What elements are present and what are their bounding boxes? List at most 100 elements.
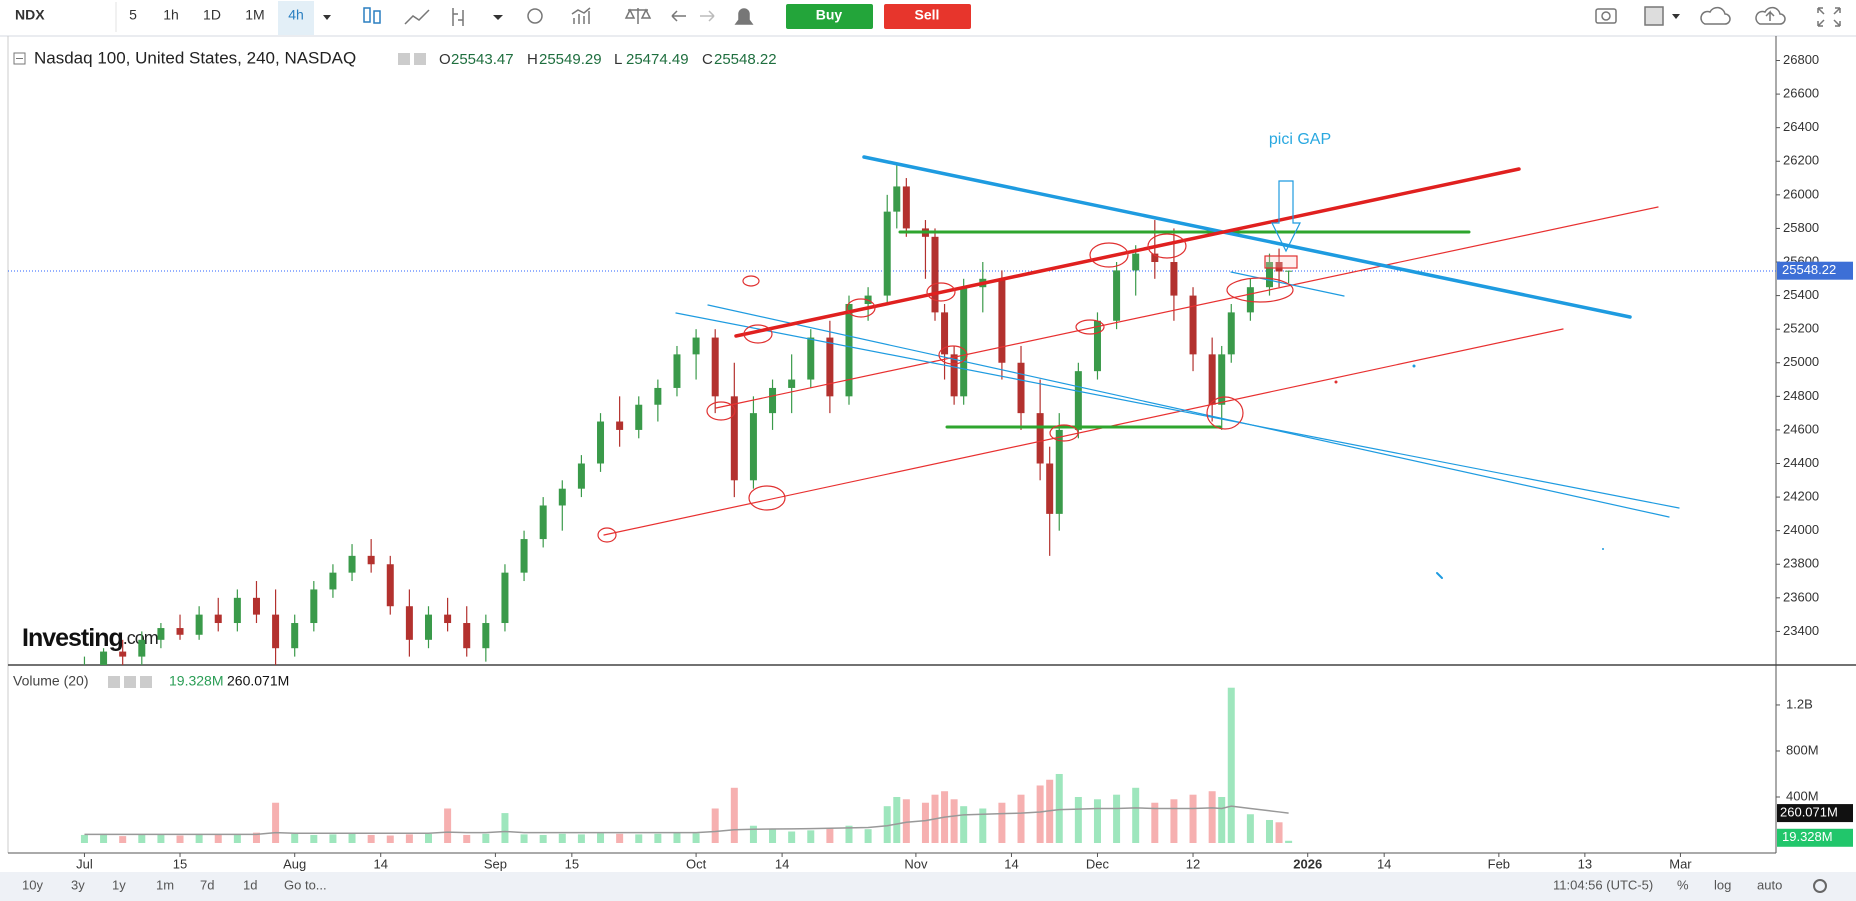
hide-icon[interactable] (398, 53, 410, 65)
candle-body (310, 589, 318, 624)
range-button[interactable]: 3y (71, 877, 85, 892)
ellipse[interactable] (1075, 319, 1105, 335)
candle-body (272, 614, 280, 649)
ellipse[interactable] (743, 324, 773, 344)
option-button[interactable]: % (1677, 877, 1689, 892)
ellipse[interactable] (926, 282, 956, 302)
settings-icon[interactable] (1813, 879, 1827, 893)
interval-button[interactable]: 1h (163, 7, 179, 23)
candle-icon[interactable] (363, 7, 371, 23)
goto-button[interactable]: Go to... (284, 877, 327, 892)
option-button[interactable]: log (1714, 877, 1731, 892)
range-button[interactable]: 1d (243, 877, 257, 892)
annotation-text[interactable]: pici GAP (1269, 131, 1331, 148)
ellipse[interactable] (938, 345, 968, 365)
candle-body (405, 606, 413, 640)
dropdown-icon[interactable] (493, 15, 503, 20)
ellipse[interactable] (846, 298, 876, 318)
ellipse[interactable] (1049, 424, 1079, 442)
layout-icon[interactable] (1644, 6, 1664, 26)
ohlc-key: O (439, 51, 451, 68)
interval-button[interactable]: 1M (245, 7, 264, 23)
redo-icon[interactable] (700, 10, 715, 22)
collapse-icon[interactable] (13, 52, 26, 65)
range-button[interactable]: 1m (156, 877, 174, 892)
candle-body (769, 387, 777, 414)
axes: 23400 23600 23800 24000 24200 24400 24600 24800… (76, 52, 1853, 871)
trend-line[interactable] (603, 328, 1564, 536)
option-button[interactable]: auto (1757, 877, 1782, 892)
close-icon[interactable] (140, 676, 152, 688)
alert-icon[interactable] (734, 8, 754, 25)
gap-rect[interactable] (1264, 255, 1298, 269)
buy-label[interactable]: Buy (816, 7, 843, 23)
candle-body (1208, 354, 1216, 405)
interval-button[interactable]: 1D (203, 7, 221, 23)
volume-bar (597, 833, 605, 843)
line-icon[interactable] (404, 9, 430, 25)
trend-line[interactable] (715, 206, 1659, 409)
undo-icon[interactable] (671, 10, 686, 22)
cloud-load-icon[interactable] (1700, 6, 1731, 25)
compare-icon[interactable] (624, 8, 652, 24)
volume-bar (893, 796, 901, 843)
hide-icon[interactable] (108, 676, 120, 688)
candle-body (931, 236, 939, 313)
x-tick-label: Sep (484, 856, 507, 871)
ellipse[interactable] (748, 485, 786, 511)
y-tick-label: 23400 (1783, 623, 1819, 638)
candle-body (845, 303, 853, 397)
candle-icon[interactable] (373, 10, 381, 24)
x-tick-label: Mar (1669, 856, 1692, 871)
cloud-save-icon[interactable] (1755, 6, 1786, 25)
ellipse[interactable] (1206, 396, 1244, 430)
candle-body (482, 623, 490, 649)
interval-button[interactable]: 4h (288, 7, 304, 23)
sell-button[interactable] (884, 4, 971, 29)
volume-header-icons (108, 676, 152, 688)
ellipse[interactable] (1089, 242, 1129, 268)
y-tick-label: 26000 (1783, 186, 1819, 201)
ohlc-legend: O 25543.47 H 25549.29 L 25474.49 C 25548.22 (439, 51, 777, 68)
range-button[interactable]: 1y (112, 877, 126, 892)
dropdown-icon[interactable] (1672, 14, 1680, 19)
volume-ma-line (84, 805, 1289, 836)
candle-body (577, 463, 585, 489)
trend-line[interactable] (862, 155, 1632, 319)
volume-bar (195, 833, 203, 843)
candle-body (893, 186, 901, 212)
fullscreen-icon[interactable] (1817, 7, 1841, 27)
dropdown-icon[interactable] (323, 15, 331, 20)
range-button[interactable]: 10y (22, 877, 43, 892)
bar-icon[interactable] (452, 8, 464, 26)
settings-icon[interactable] (124, 676, 136, 688)
y-tick-label: 23600 (1783, 589, 1819, 604)
settings-icon[interactable] (527, 8, 543, 24)
candle-body (348, 555, 356, 573)
candle-body (424, 614, 432, 640)
snapshot-icon[interactable] (1595, 8, 1617, 24)
trend-line[interactable] (675, 312, 1680, 509)
sell-label[interactable]: Sell (915, 7, 940, 23)
symbol[interactable]: NDX (15, 7, 45, 23)
volume-bar (444, 808, 452, 843)
settings-icon[interactable] (414, 53, 426, 65)
indicators-icon[interactable] (571, 7, 591, 24)
ellipse[interactable] (706, 401, 736, 421)
volume-bar (348, 833, 356, 843)
ellipse[interactable] (1226, 277, 1294, 303)
ellipse[interactable] (1147, 233, 1187, 259)
x-tick-label: 14 (1377, 856, 1391, 871)
buy-button[interactable] (786, 4, 873, 29)
candle-body (692, 337, 700, 355)
volume-bar (749, 825, 757, 843)
ellipse[interactable] (597, 527, 617, 543)
range-button[interactable]: 7d (200, 877, 214, 892)
candle-body (1074, 371, 1082, 430)
header-icons (398, 53, 426, 65)
ellipse[interactable] (742, 275, 760, 287)
candle-body (1132, 253, 1140, 271)
interval-button[interactable]: 5 (129, 7, 137, 23)
arrow[interactable] (1271, 180, 1301, 253)
trend-line[interactable] (707, 304, 1670, 518)
